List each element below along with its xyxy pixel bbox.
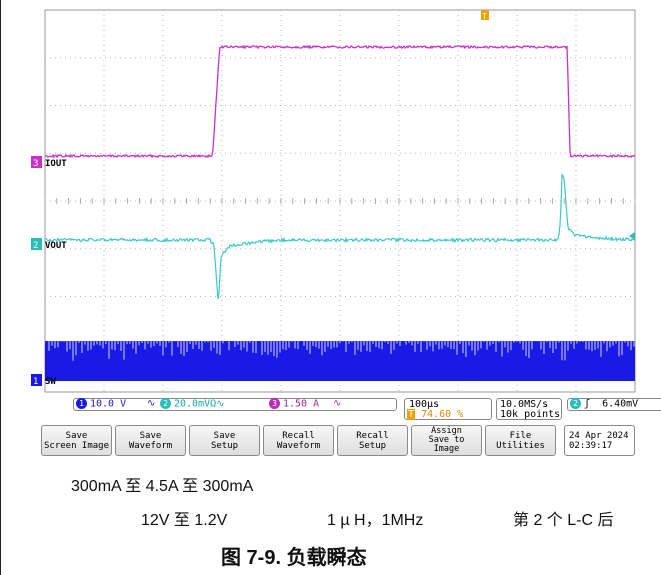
ch3-scale: 1.50 A [283,398,320,410]
ch2-marker-box [31,238,42,250]
vout-trace [44,173,636,300]
ch1-chip: 1 [76,398,87,409]
date-text: 24 Apr 2024 [569,430,629,441]
filter-caption: 第 2 个 L-C 后 [513,512,614,529]
channel-settings-pill[interactable] [73,398,397,411]
sw-trace-band [45,341,635,381]
ch1-marker-number: 1 [33,377,38,387]
ch2-marker-label: VOUT [45,241,67,251]
ch3-marker-label: IOUT [45,159,67,169]
trigger-level: 6.40mV [602,398,639,410]
ch1-bw-icon: ∿ [147,398,156,409]
save-setup-button[interactable]: Save Setup [189,425,260,456]
trigger-pill[interactable] [567,398,661,411]
timebase: 100μs [409,399,440,410]
trigger-position: T 74.60 % [407,409,464,420]
recall-setup-button[interactable]: Recall Setup [337,425,408,456]
ch2-marker-number: 2 [33,241,38,251]
ch2-setting: 2 20.0mVΩ∿ [160,398,225,410]
assign-save-button[interactable]: Assign Save to Image [411,425,482,456]
inductor-caption: 1 µ H，1MHz [327,512,424,529]
save-waveform-button[interactable]: Save Waveform [115,425,186,456]
ch1-scale: 10.0 V [90,398,127,410]
load-step-caption: 300mA 至 4.5A 至 300mA [71,478,254,495]
trigger-marker-label: T [482,12,487,21]
ch2-chip: 2 [160,398,171,409]
acquisition-pill[interactable] [496,398,562,420]
scope-menu-bar: Save Screen Image Save Waveform Save Set… [41,425,642,457]
trigger-channel-chip: 2 [570,398,581,409]
vin-vout-caption: 12V 至 1.2V [141,512,228,529]
waveform-traces [44,44,636,381]
ch2-suffix: Ω∿ [210,398,225,410]
ch3-chip: 3 [269,398,280,409]
trigger-level-arrow [629,232,635,240]
ch3-setting: 3 1.50 A [269,398,319,410]
figure-title: 图 7-9. 负载瞬态 [221,547,367,569]
ch1-setting: 1 10.0 V [76,398,126,410]
file-utilities-button[interactable]: File Utilities [485,425,556,456]
graticule-grid [44,10,636,392]
ch3-bw-icon: ∿ [333,398,342,409]
sample-rate: 10.0MS/s [500,399,549,410]
ch3-marker-number: 3 [33,159,38,169]
oscilloscope-screen: 3 IOUT 2 VOUT 1 SW T 1 10.0 V ∿ 2 20.0mVΩ∿ 3 1.50… [31,0,661,458]
scope-status-bar: 1 10.0 V ∿ 2 20.0mVΩ∿ 3 1.50 A ∿ 100μs T 74… [73,397,661,421]
record-length: 10k points [500,409,561,420]
iout-trace [44,44,636,159]
recall-waveform-button[interactable]: Recall Waveform [263,425,334,456]
channel-markers: 3 IOUT 2 VOUT 1 SW T [31,10,635,387]
save-screen-image-button[interactable]: Save Screen Image [41,425,112,456]
ch1-marker-label: SW [45,377,56,387]
datetime-display: 24 Apr 2024 02:39:17 [564,425,635,456]
ch2-scale: 20.0mV [174,398,211,410]
trigger-slope-icon: ʃ [584,398,591,410]
trigger-marker-box [481,10,489,20]
time-text: 02:39:17 [569,440,613,451]
ch3-marker-box [31,156,42,168]
timebase-pill[interactable] [404,398,492,420]
ch1-marker-box [31,374,42,386]
trigger-pos-icon: T [407,409,416,420]
waveform-display: 3 IOUT 2 VOUT 1 SW T [31,9,636,393]
